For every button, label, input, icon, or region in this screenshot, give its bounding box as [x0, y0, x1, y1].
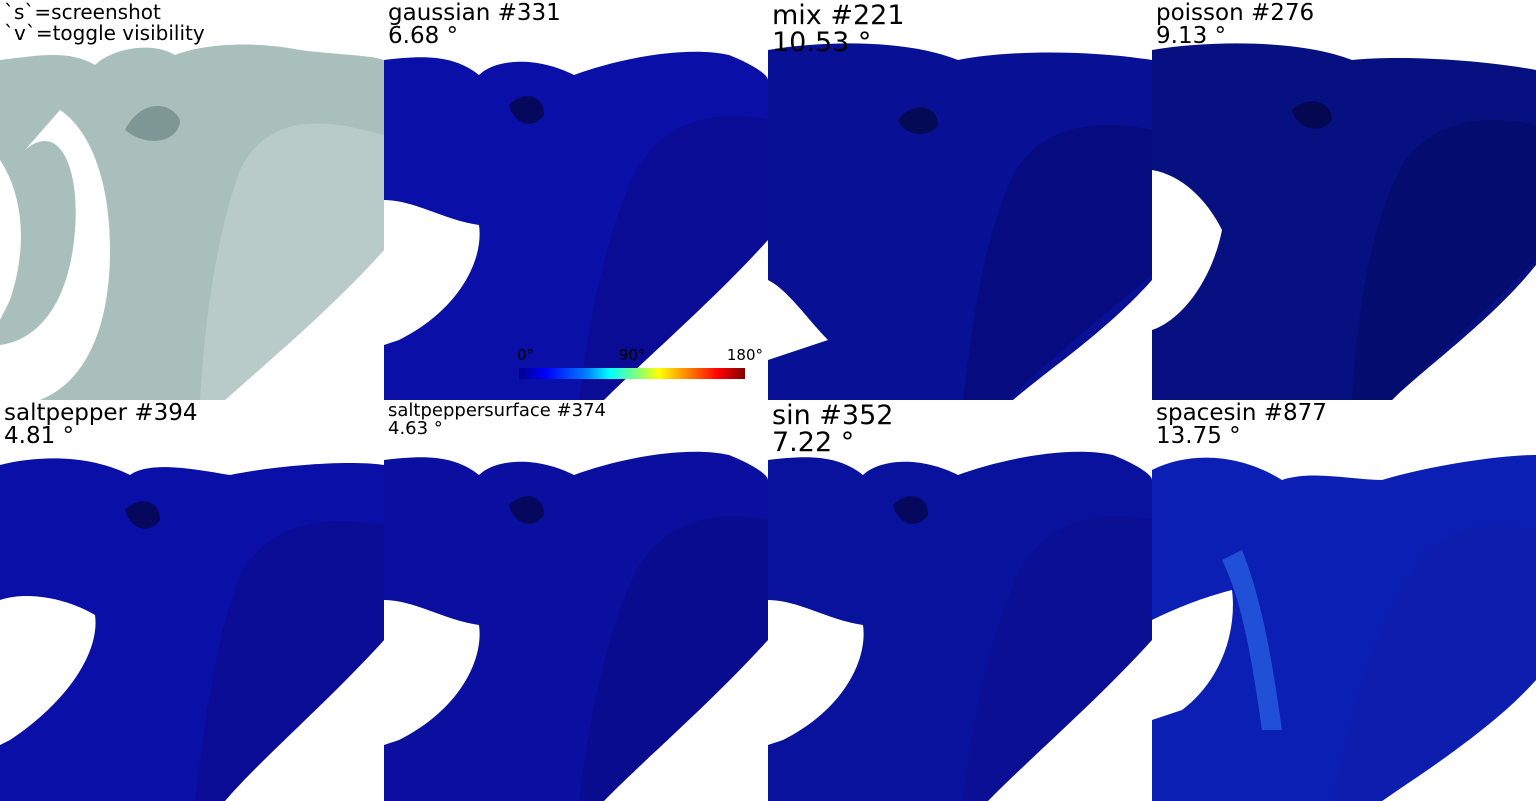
hint-screenshot: `s`=screenshot — [4, 0, 161, 24]
mesh-render — [0, 44, 384, 400]
error-colored-mesh — [768, 451, 1152, 801]
viewport-saltpepper[interactable]: saltpepper #394 4.81 ° — [0, 400, 384, 801]
error-colored-mesh — [384, 451, 768, 801]
error-colored-mesh — [1152, 455, 1536, 801]
viewport-spacesin[interactable]: spacesin #877 13.75 ° — [1152, 400, 1536, 801]
colorbar-max-label: 180° — [726, 346, 763, 364]
viewport-saltpeppersurface[interactable]: saltpeppersurface #374 4.63 ° — [384, 400, 768, 801]
viewport-mix[interactable]: mix #221 10.53 ° — [768, 0, 1152, 400]
viewport-sin[interactable]: sin #352 7.22 ° — [768, 400, 1152, 801]
error-colored-mesh — [0, 458, 384, 801]
colorbar-gradient — [519, 368, 745, 379]
keyboard-hints: `s`=screenshot `v`=toggle visibility — [4, 2, 205, 44]
error-colored-mesh — [1152, 43, 1536, 400]
colorbar-mid-label: 90° — [619, 346, 646, 364]
viewport-poisson[interactable]: poisson #276 9.13 ° — [1152, 0, 1536, 400]
angle-error-colorbar: 0° 90° 180° — [517, 346, 763, 380]
viewport-gaussian[interactable]: gaussian #331 6.68 ° — [384, 0, 768, 400]
hint-toggle-visibility: `v`=toggle visibility — [4, 21, 205, 45]
colorbar-min-label: 0° — [517, 346, 535, 364]
viewport-reference-mesh[interactable]: `s`=screenshot `v`=toggle visibility — [0, 0, 384, 400]
error-colored-mesh — [768, 43, 1152, 400]
error-colored-mesh — [384, 51, 768, 400]
